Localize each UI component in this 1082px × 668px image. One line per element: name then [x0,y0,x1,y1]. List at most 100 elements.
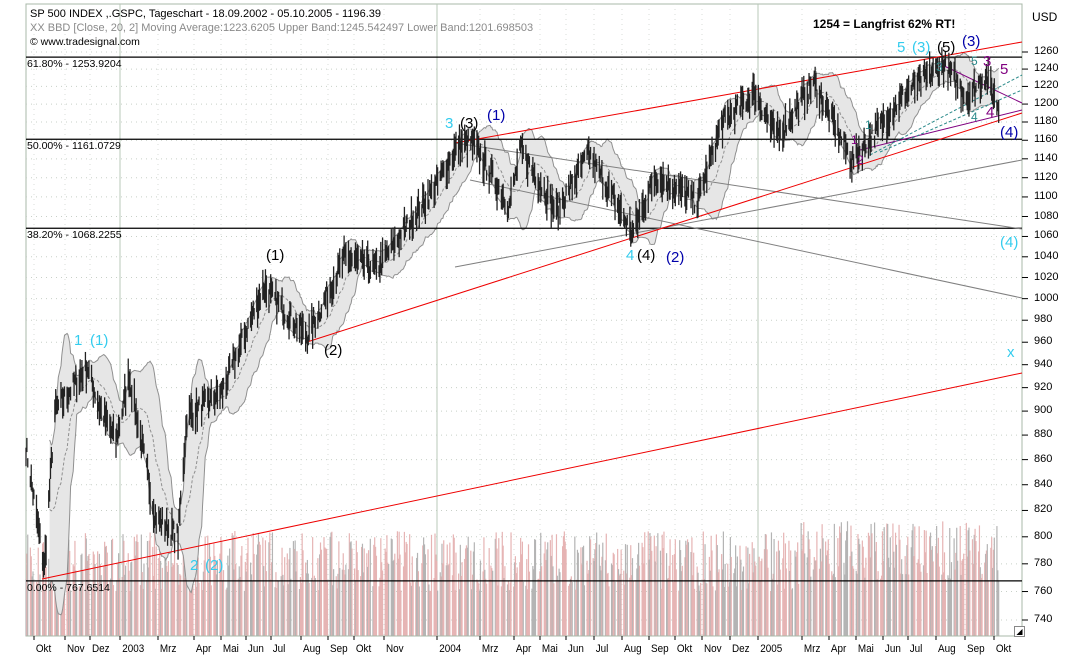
y-tick-label: 800 [1034,529,1053,542]
y-tick-label: 840 [1034,477,1053,490]
y-tick-label: 1180 [1034,115,1058,127]
x-tick-label: Jul [909,643,923,655]
y-tick-label: 960 [1034,335,1053,348]
y-tick-label: 880 [1034,428,1053,441]
y-tick-label: 1000 [1034,291,1059,304]
x-tick-label: Mai [541,643,558,655]
y-tick-label: 1160 [1034,133,1058,146]
x-tick-label: Okt [995,643,1012,655]
wave-label: 5 [897,39,906,56]
gray-channel-line [454,142,1023,230]
y-tick-label: 900 [1034,404,1053,417]
y-tick-label: 1220 [1034,79,1059,92]
x-tick-label: Apr [195,643,212,655]
wave-label: (1) [266,247,285,264]
volume-bars [25,521,1000,636]
wave-label: 1 [74,332,83,349]
red-trend-line [454,41,1023,144]
wave-label: (2) [666,249,685,266]
wave-label: x [1007,344,1015,361]
x-tick-label: 2003 [122,643,145,655]
upper-band [49,52,1000,511]
wave-label: (1) [487,107,506,124]
x-tick-label: Mai [222,643,239,655]
wave-label: 1 [851,133,858,147]
fibonacci-label: 61.80% - 1253.9204 [27,58,122,71]
x-tick-label: Mrz [481,643,499,655]
red-trend-line [306,112,1023,343]
wave-label: (3) [912,39,931,56]
fibonacci-label: 0.00% - 767.6514 [27,581,110,594]
wave-label: (3) [460,115,479,132]
y-tick-label: 940 [1034,357,1053,370]
y-tick-label: 1100 [1034,189,1058,202]
band-fill [49,52,999,615]
wave-label: 2 [190,557,199,574]
resize-handle-icon[interactable]: ◢ [1014,626,1025,637]
x-tick-label: Dez [731,643,750,655]
x-tick-label: Nov [66,643,85,655]
teal-dashed-line [869,74,1023,156]
currency-label: USD [1032,10,1058,24]
y-tick-label: 760 [1034,584,1053,597]
y-tick-label: 820 [1034,503,1053,516]
x-tick-label: Sep [650,643,669,655]
wave-label: 4 [971,110,978,124]
chart-title: SP 500 INDEX ,.GSPC, Tageschart - 18.09.… [30,8,382,20]
x-tick-label: Mrz [803,643,821,655]
wave-label: 3 [983,53,992,70]
wave-label: 3 [445,115,454,132]
wave-label: 3 [936,60,943,74]
y-tick-label: 1040 [1034,249,1059,262]
teal-dashed-line [879,89,1023,153]
x-tick-label: Apr [515,643,532,655]
x-tick-label: Jun [884,643,901,655]
wave-label: (4) [1000,234,1019,251]
y-axis-ticks [1022,51,1028,621]
x-tick-label: Mrz [159,643,177,655]
wave-label: 1 [865,118,872,132]
x-tick-label: Sep [329,643,348,655]
wave-label: 5 [1000,61,1009,78]
x-tick-label: Okt [35,643,52,655]
y-tick-label: 920 [1034,380,1053,393]
y-tick-label: 1020 [1034,270,1059,283]
wave-label: (1) [90,332,109,349]
wave-label: (3) [962,33,981,50]
wave-label: (2) [205,557,224,574]
y-tick-label: 1140 [1034,151,1058,164]
y-tick-label: 1240 [1034,62,1059,75]
x-tick-label: 2005 [760,643,783,655]
wave-label: (4) [637,247,656,264]
red-trend-line [41,372,1023,580]
x-tick-label: Apr [830,643,847,655]
annotation-note: 1254 = Langfrist 62% RT! [813,17,956,31]
x-tick-label: Nov [385,643,404,655]
y-tick-label: 860 [1034,452,1053,465]
y-tick-label: 1120 [1034,170,1058,183]
wave-label: 2 [857,153,864,167]
x-tick-label: Jun [567,643,584,655]
y-tick-label: 1080 [1034,209,1059,222]
y-tick-label: 1060 [1034,229,1059,242]
wave-label: (2) [324,342,343,359]
x-tick-label: Aug [302,643,321,655]
price-bars [25,47,1000,578]
x-tick-label: Jun [247,643,264,655]
purple-trend-line [859,109,1023,151]
x-tick-label: Jul [272,643,286,655]
gray-channel-line [454,159,1023,268]
x-tick-label: Dez [91,643,110,655]
copyright: © www.tradesignal.com [30,36,140,48]
fibonacci-label: 38.20% - 1068.2255 [27,229,122,242]
wave-label: 5 [971,54,978,68]
x-tick-label: Jul [595,643,609,655]
fibonacci-lines [26,56,1022,582]
y-tick-label: 740 [1034,613,1053,625]
x-tick-label: Aug [623,643,642,655]
y-tick-label: 1260 [1034,45,1059,57]
x-tick-label: Okt [355,643,372,655]
y-tick-label: 1200 [1034,97,1059,110]
x-tick-label: Nov [703,643,722,655]
